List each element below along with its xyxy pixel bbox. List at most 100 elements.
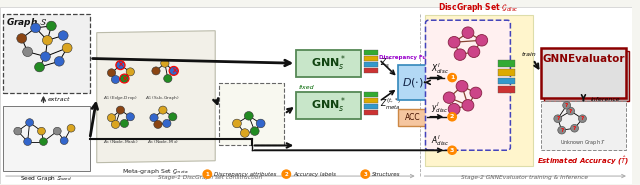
Circle shape xyxy=(26,119,33,126)
Circle shape xyxy=(14,127,22,135)
Text: $y^l_{disc}$: $y^l_{disc}$ xyxy=(431,100,449,115)
Circle shape xyxy=(54,57,64,66)
Text: $D(\cdot)$: $D(\cdot)$ xyxy=(402,76,424,89)
Circle shape xyxy=(554,115,562,122)
Circle shape xyxy=(108,114,116,122)
Bar xyxy=(398,109,428,126)
Text: $X^l_{disc}$: $X^l_{disc}$ xyxy=(431,61,449,76)
Circle shape xyxy=(563,102,571,109)
Bar xyxy=(364,104,378,109)
Text: 1: 1 xyxy=(450,75,454,80)
Bar xyxy=(497,69,515,76)
Circle shape xyxy=(170,67,178,75)
Text: 2: 2 xyxy=(450,114,454,119)
Text: fixed: fixed xyxy=(298,85,314,90)
Circle shape xyxy=(111,75,120,83)
Circle shape xyxy=(256,119,265,128)
Circle shape xyxy=(31,23,40,33)
Circle shape xyxy=(152,67,160,75)
Circle shape xyxy=(468,46,480,58)
Bar xyxy=(497,78,515,84)
Bar xyxy=(424,15,533,166)
Text: ×: × xyxy=(117,61,124,70)
Circle shape xyxy=(154,120,162,128)
Text: 1: 1 xyxy=(205,172,209,177)
Text: ACC: ACC xyxy=(405,113,420,122)
Circle shape xyxy=(46,21,56,31)
Circle shape xyxy=(111,120,120,128)
Text: ?: ? xyxy=(581,116,584,121)
Text: $A_1$ (Sub-Graph): $A_1$ (Sub-Graph) xyxy=(145,94,180,102)
Text: GNNEvaluator: GNNEvaluator xyxy=(542,54,625,64)
Circle shape xyxy=(164,75,172,83)
Circle shape xyxy=(35,62,44,72)
Text: Structures: Structures xyxy=(372,172,401,177)
Bar xyxy=(296,92,362,119)
Circle shape xyxy=(244,112,253,120)
Circle shape xyxy=(163,120,171,127)
Bar xyxy=(497,86,515,93)
Bar xyxy=(541,100,626,150)
Bar xyxy=(3,14,90,93)
Circle shape xyxy=(108,69,116,77)
Circle shape xyxy=(232,119,241,128)
Text: ?: ? xyxy=(569,109,572,114)
Bar xyxy=(398,65,428,100)
Text: GNN$_s^*$: GNN$_s^*$ xyxy=(311,53,346,73)
Text: Stage-1 DiscGraph set construction: Stage-1 DiscGraph set construction xyxy=(158,175,262,180)
Circle shape xyxy=(250,127,259,135)
Circle shape xyxy=(462,100,474,111)
Text: GNN$_s^*$: GNN$_s^*$ xyxy=(311,95,346,115)
FancyBboxPatch shape xyxy=(426,20,510,150)
Circle shape xyxy=(470,87,482,99)
Circle shape xyxy=(476,35,488,46)
Bar xyxy=(364,98,378,103)
Bar xyxy=(364,68,378,73)
Text: Discrepancy attributes: Discrepancy attributes xyxy=(214,172,276,177)
Text: 3: 3 xyxy=(450,148,454,153)
Text: Discrepancy Function: Discrepancy Function xyxy=(380,55,446,60)
Circle shape xyxy=(67,125,75,132)
Circle shape xyxy=(462,27,474,38)
Circle shape xyxy=(40,138,47,145)
Circle shape xyxy=(168,113,177,121)
Text: Meta-graph Set $\mathcal{G}_{meta}$: Meta-graph Set $\mathcal{G}_{meta}$ xyxy=(122,167,189,176)
Text: $A_1$ (Edge-Drop): $A_1$ (Edge-Drop) xyxy=(103,94,138,102)
Text: 2: 2 xyxy=(284,172,288,177)
Circle shape xyxy=(448,36,460,48)
Bar xyxy=(364,92,378,97)
Text: inference: inference xyxy=(590,97,620,102)
Circle shape xyxy=(566,107,575,115)
Circle shape xyxy=(454,49,466,60)
Text: Stage-2 GNNEvaluator training & Inference: Stage-2 GNNEvaluator training & Inferenc… xyxy=(461,175,588,180)
Circle shape xyxy=(120,120,129,127)
Circle shape xyxy=(558,126,566,134)
Bar xyxy=(497,60,515,67)
Circle shape xyxy=(60,137,68,144)
Circle shape xyxy=(159,106,167,114)
Text: train: train xyxy=(522,52,536,57)
Polygon shape xyxy=(97,31,215,163)
Circle shape xyxy=(62,43,72,53)
Text: $A_s$ (Node-Mask): $A_s$ (Node-Mask) xyxy=(102,139,138,146)
Bar xyxy=(364,50,378,55)
Bar xyxy=(296,50,362,77)
Text: Estimated Accuracy ($\hat{T}$): Estimated Accuracy ($\hat{T}$) xyxy=(538,155,630,167)
Text: $A^l_{disc}$: $A^l_{disc}$ xyxy=(431,133,449,148)
Circle shape xyxy=(447,145,457,155)
Text: $Z_s^*$: $Z_s^*$ xyxy=(380,55,392,70)
Circle shape xyxy=(42,36,52,45)
Circle shape xyxy=(282,169,291,179)
Circle shape xyxy=(126,113,134,121)
Circle shape xyxy=(571,125,579,132)
Circle shape xyxy=(360,169,370,179)
Circle shape xyxy=(202,169,212,179)
Circle shape xyxy=(447,112,457,122)
Circle shape xyxy=(58,31,68,40)
Bar xyxy=(364,62,378,67)
Text: ×: × xyxy=(171,66,177,75)
Text: $Z^{(t,*)}_{meta}$: $Z^{(t,*)}_{meta}$ xyxy=(380,97,401,112)
Circle shape xyxy=(579,115,586,122)
Text: ?: ? xyxy=(560,128,563,133)
Circle shape xyxy=(17,34,27,43)
